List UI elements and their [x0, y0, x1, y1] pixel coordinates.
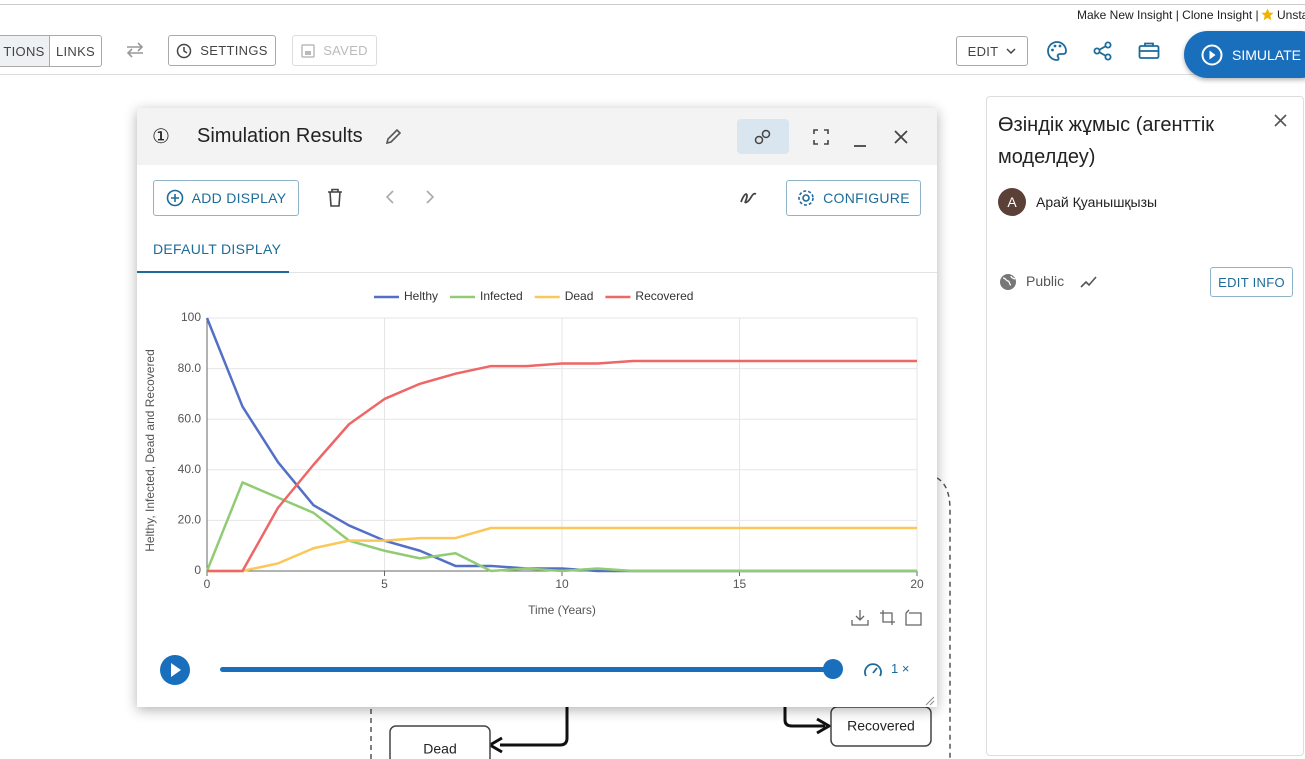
display-tab[interactable]: DEFAULT DISPLAY — [153, 241, 282, 257]
x-axis-label: Time (Years) — [528, 603, 596, 617]
top-links[interactable]: Make New Insight | Clone Insight | — [1077, 8, 1259, 22]
y-tick-label: 40.0 — [178, 462, 202, 476]
tab-divider — [137, 272, 937, 273]
add-display-label: ADD DISPLAY — [191, 190, 287, 206]
tab-underline — [137, 271, 289, 273]
legend-label: Infected — [480, 289, 523, 303]
toolbox-icon[interactable] — [1138, 42, 1160, 60]
results-dialog: ① Simulation Results ADD DISPLAY CONFIGU… — [137, 108, 937, 707]
resize-handle[interactable] — [925, 696, 935, 706]
play-icon — [1201, 44, 1223, 65]
legend-item[interactable]: Dead — [534, 289, 594, 303]
flow-arrow — [500, 700, 569, 747]
series-line — [207, 526, 917, 573]
globe-icon — [1000, 274, 1016, 290]
gear-icon — [798, 190, 814, 206]
avatar: A — [998, 188, 1026, 216]
y-tick-label: 100 — [181, 310, 201, 324]
legend-label: Helthy — [404, 289, 438, 303]
node-label: Recovered — [847, 718, 915, 734]
swap-icon[interactable] — [124, 41, 146, 59]
legend-item[interactable]: Infected — [450, 289, 523, 303]
speed-label[interactable]: 1 × — [891, 661, 910, 676]
arrow-head — [816, 717, 832, 735]
author-name[interactable]: Арай Қуанышқызы — [1036, 194, 1158, 210]
edit-label: EDIT — [967, 43, 999, 59]
visibility: Public — [1026, 273, 1065, 289]
flow-arrow — [783, 700, 825, 728]
legend-item[interactable]: Recovered — [605, 289, 693, 303]
download-icon[interactable] — [851, 609, 869, 626]
panel-title: Өзіндік жұмыс (агенттік моделдеу) — [998, 114, 1215, 168]
node[interactable] — [389, 725, 491, 759]
chevron — [1006, 48, 1016, 55]
view-toggle[interactable] — [737, 119, 789, 154]
configure-label: CONFIGURE — [823, 190, 910, 206]
saved-label: SAVED — [323, 43, 368, 58]
dialog-header — [137, 108, 937, 165]
close-icon[interactable] — [893, 129, 909, 145]
play-button[interactable] — [159, 654, 191, 686]
smooth-icon[interactable] — [739, 188, 759, 206]
legend-label: Dead — [565, 289, 594, 303]
edit-dropdown[interactable]: EDIT — [956, 36, 1028, 66]
crop-icon[interactable] — [879, 609, 896, 626]
add-display-button[interactable]: ADD DISPLAY — [153, 180, 299, 216]
node-label: Dead — [423, 741, 456, 757]
share-icon[interactable] — [1093, 41, 1113, 61]
chart: 0 20.0 40.0 60.0 80.0 100 0 5 10 15 20 Time (Years)… — [143, 289, 924, 617]
edit-info-button[interactable]: EDIT INFO — [1210, 267, 1293, 297]
toolbar-border — [0, 74, 1305, 75]
palette-icon[interactable] — [1046, 40, 1068, 62]
legend-label: Recovered — [635, 289, 693, 303]
y-tick-label: 0 — [194, 563, 201, 577]
series-line — [205, 481, 917, 573]
star-icon — [1261, 8, 1274, 21]
next-icon[interactable] — [425, 190, 435, 204]
dialog-number: ① — [152, 126, 170, 148]
y-tick-label: 20.0 — [178, 513, 202, 527]
dashed-border — [936, 477, 951, 759]
prev-icon[interactable] — [385, 190, 395, 204]
tab-button[interactable]: LINKS — [49, 35, 102, 67]
trash-icon[interactable] — [327, 188, 343, 207]
saved-button: SAVED — [292, 35, 377, 66]
series-line — [207, 359, 917, 573]
panel-close[interactable] — [1274, 114, 1287, 127]
clock-icon — [177, 43, 192, 58]
info-panel: Өзіндік жұмыс (агенттік моделдеу) A Арай… — [986, 96, 1304, 756]
progress-track — [220, 667, 833, 672]
tab-button[interactable]: TIONS — [0, 35, 50, 67]
settings-button[interactable]: SETTINGS — [168, 35, 276, 66]
y-axis-label: Helthy, Infected, Dead and Recovered — [143, 349, 157, 552]
node[interactable] — [830, 706, 932, 747]
restore-icon[interactable] — [905, 609, 922, 626]
minimize-icon[interactable] — [853, 138, 867, 148]
progress-knob[interactable] — [823, 659, 843, 679]
save-icon — [301, 43, 315, 58]
simulate-label: SIMULATE — [1232, 46, 1301, 63]
settings-label: SETTINGS — [200, 43, 268, 58]
fullscreen-icon[interactable] — [813, 129, 829, 145]
bubbles-icon — [754, 129, 771, 145]
x-tick-label: 15 — [733, 577, 747, 591]
plus-icon — [166, 189, 183, 207]
simulate-button[interactable]: SIMULATE — [1184, 31, 1305, 78]
x-tick-label: 20 — [910, 577, 924, 591]
x-tick-label: 0 — [204, 577, 211, 591]
x-tick-label: 5 — [381, 577, 388, 591]
unstar-link[interactable]: Unsta — [1277, 8, 1305, 22]
legend-item[interactable]: Helthy — [374, 289, 438, 303]
x-tick-label: 10 — [555, 577, 569, 591]
dialog-title: Simulation Results — [197, 125, 363, 147]
trend-icon — [1080, 276, 1097, 288]
configure-button[interactable]: CONFIGURE — [786, 180, 921, 216]
y-tick-label: 60.0 — [178, 411, 202, 425]
top-border — [0, 0, 1305, 5]
y-tick-label: 80.0 — [178, 361, 202, 375]
edit-icon[interactable] — [384, 128, 402, 146]
speed-icon[interactable] — [863, 661, 883, 678]
